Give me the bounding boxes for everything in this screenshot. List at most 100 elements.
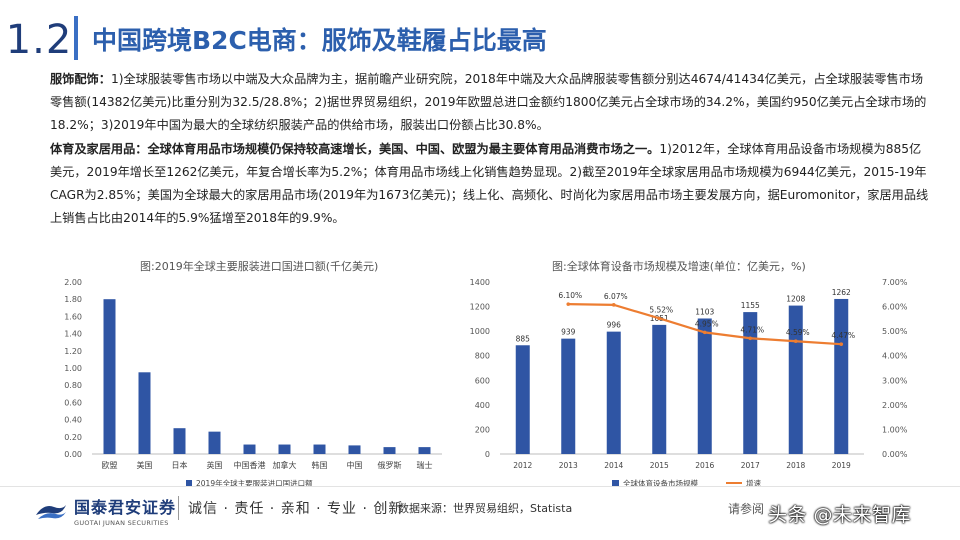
growth-point <box>611 303 616 307</box>
x-tick-label: 2012 <box>513 461 532 470</box>
growth-data-label: 4.47% <box>831 331 855 340</box>
y-tick-label: 2.00 <box>64 278 82 287</box>
growth-point <box>702 330 707 335</box>
bar <box>243 444 256 454</box>
growth-point <box>839 342 844 346</box>
y-tick-label: 1.20 <box>64 347 82 356</box>
x-tick-label: 2018 <box>786 461 805 470</box>
watermark: 头条 @未来智库 <box>768 504 912 526</box>
header-accent-bar <box>74 16 78 60</box>
growth-point <box>657 316 662 321</box>
growth-data-label: 5.52% <box>649 305 673 314</box>
y-left-tick-label: 600 <box>475 376 490 385</box>
logo-text-cn: 国泰君安证券 <box>74 498 177 517</box>
y-tick-label: 1.00 <box>64 364 82 373</box>
growth-data-label: 6.10% <box>558 291 582 300</box>
y-tick-label: 1.60 <box>64 312 82 321</box>
y-left-tick-label: 1400 <box>470 278 490 287</box>
paragraph-sports-home-text: 1)2012年，全球体育用品设备市场规模为885亿美元，2019年增长至1262… <box>50 141 929 226</box>
bar-data-label: 1262 <box>832 288 851 297</box>
y-right-tick-label: 4.00% <box>882 352 908 361</box>
bar <box>208 431 221 454</box>
bar <box>788 305 803 454</box>
growth-data-label: 4.71% <box>740 325 764 334</box>
paragraph-apparel-text: 1)全球服装零售市场以中端及大众品牌为主，据前瞻产业研究院，2018年中端及大众… <box>50 72 927 133</box>
logo-text-en: GUOTAI JUNAN SECURITIES <box>74 519 169 527</box>
legend-label-line: 增速 <box>746 478 761 488</box>
y-right-tick-label: 6.00% <box>882 303 908 312</box>
growth-point <box>748 336 753 341</box>
bar <box>103 299 116 454</box>
chart-apparel-imports: 0.00 0.20 0.40 0.60 0.80 1.00 1.20 1.40 1.60 1.80… <box>64 278 442 488</box>
growth-point <box>566 302 571 306</box>
paragraph-sports-home-label: 体育及家居用品：全球体育用品市场规模仍保持较高速增长，美国、中国、欧盟为最主要体… <box>50 141 660 156</box>
paragraph-sports-home: 体育及家居用品：全球体育用品市场规模仍保持较高速增长，美国、中国、欧盟为最主要体… <box>50 138 930 231</box>
page-title: 中国跨境B2C电商：服饰及鞋履占比最高 <box>92 26 547 55</box>
y-left-tick-label: 800 <box>475 352 490 361</box>
legend-swatch-bar <box>612 480 619 486</box>
y-right-tick-label: 7.00% <box>882 278 908 287</box>
y-left-tick-label: 0 <box>485 450 490 459</box>
y-left-tick-label: 400 <box>475 401 490 410</box>
y-right-tick-label: 2.00% <box>882 401 908 410</box>
footer-divider <box>0 486 960 487</box>
bar <box>173 428 186 454</box>
x-tick-label: 2014 <box>604 461 623 470</box>
y-left-tick-label: 1000 <box>470 327 490 336</box>
chart2-title: 图:全球体育设备市场规模及增速(单位：亿美元，%) <box>552 260 806 273</box>
paragraph-apparel-label: 服饰配饰： <box>50 72 111 86</box>
bar-data-label: 996 <box>607 321 622 330</box>
x-tick-label: 俄罗斯 <box>378 460 402 470</box>
bar-data-label: 939 <box>561 328 576 337</box>
bar <box>138 372 151 454</box>
y-left-tick-label: 1200 <box>470 303 490 312</box>
bar <box>606 331 621 454</box>
x-tick-label: 欧盟 <box>102 460 118 470</box>
bar-data-label: 1208 <box>786 295 805 304</box>
bar <box>515 345 530 454</box>
y-right-tick-label: 5.00% <box>882 327 908 336</box>
y-right-tick-label: 0.00% <box>882 450 908 459</box>
x-tick-label: 2019 <box>832 461 851 470</box>
bar <box>561 338 576 454</box>
x-tick-label: 韩国 <box>312 460 328 470</box>
y-tick-label: 0.80 <box>64 381 82 390</box>
growth-data-label: 4.95% <box>695 319 719 328</box>
x-tick-label: 中国 <box>347 460 363 470</box>
y-left-tick-label: 200 <box>475 425 490 434</box>
disclaimer-text: 请参阅 <box>728 502 765 516</box>
y-tick-label: 1.40 <box>64 330 82 339</box>
data-source: 数据来源：世界贸易组织，Statista <box>398 502 573 515</box>
y-right-tick-label: 1.00% <box>882 425 908 434</box>
bar <box>743 312 758 454</box>
growth-point <box>793 339 798 344</box>
bar <box>834 298 849 454</box>
y-tick-label: 1.80 <box>64 295 82 304</box>
bar-data-label: 1155 <box>741 301 760 310</box>
x-tick-label: 加拿大 <box>273 460 297 470</box>
bar <box>383 447 396 454</box>
bar <box>652 324 667 454</box>
company-logo: 国泰君安证券 GUOTAI JUNAN SECURITIES <box>34 494 176 527</box>
legend-label-bar: 全球体育设备市场规模 <box>623 478 698 488</box>
section-number: 1.2 <box>5 17 73 63</box>
company-slogan: 诚信 · 责任 · 亲和 · 专业 · 创新 <box>188 501 404 517</box>
x-tick-label: 中国香港 <box>234 460 266 470</box>
bar <box>278 444 291 454</box>
x-tick-label: 2013 <box>559 461 578 470</box>
bar <box>348 445 361 454</box>
paragraph-apparel: 服饰配饰：1)全球服装零售市场以中端及大众品牌为主，据前瞻产业研究院，2018年… <box>50 68 930 138</box>
bar <box>418 447 431 454</box>
legend-label: 2019年全球主要服装进口国进口额 <box>196 478 313 488</box>
y-tick-label: 0.00 <box>64 450 82 459</box>
x-tick-label: 日本 <box>172 460 188 470</box>
x-tick-label: 美国 <box>137 460 153 470</box>
growth-data-label: 6.07% <box>604 292 628 301</box>
y-tick-label: 0.60 <box>64 398 82 407</box>
x-tick-label: 瑞士 <box>417 460 433 470</box>
y-tick-label: 0.20 <box>64 433 82 442</box>
bar <box>697 318 712 454</box>
logo-divider <box>178 496 179 520</box>
y-tick-label: 0.40 <box>64 416 82 425</box>
x-tick-label: 2016 <box>695 461 714 470</box>
